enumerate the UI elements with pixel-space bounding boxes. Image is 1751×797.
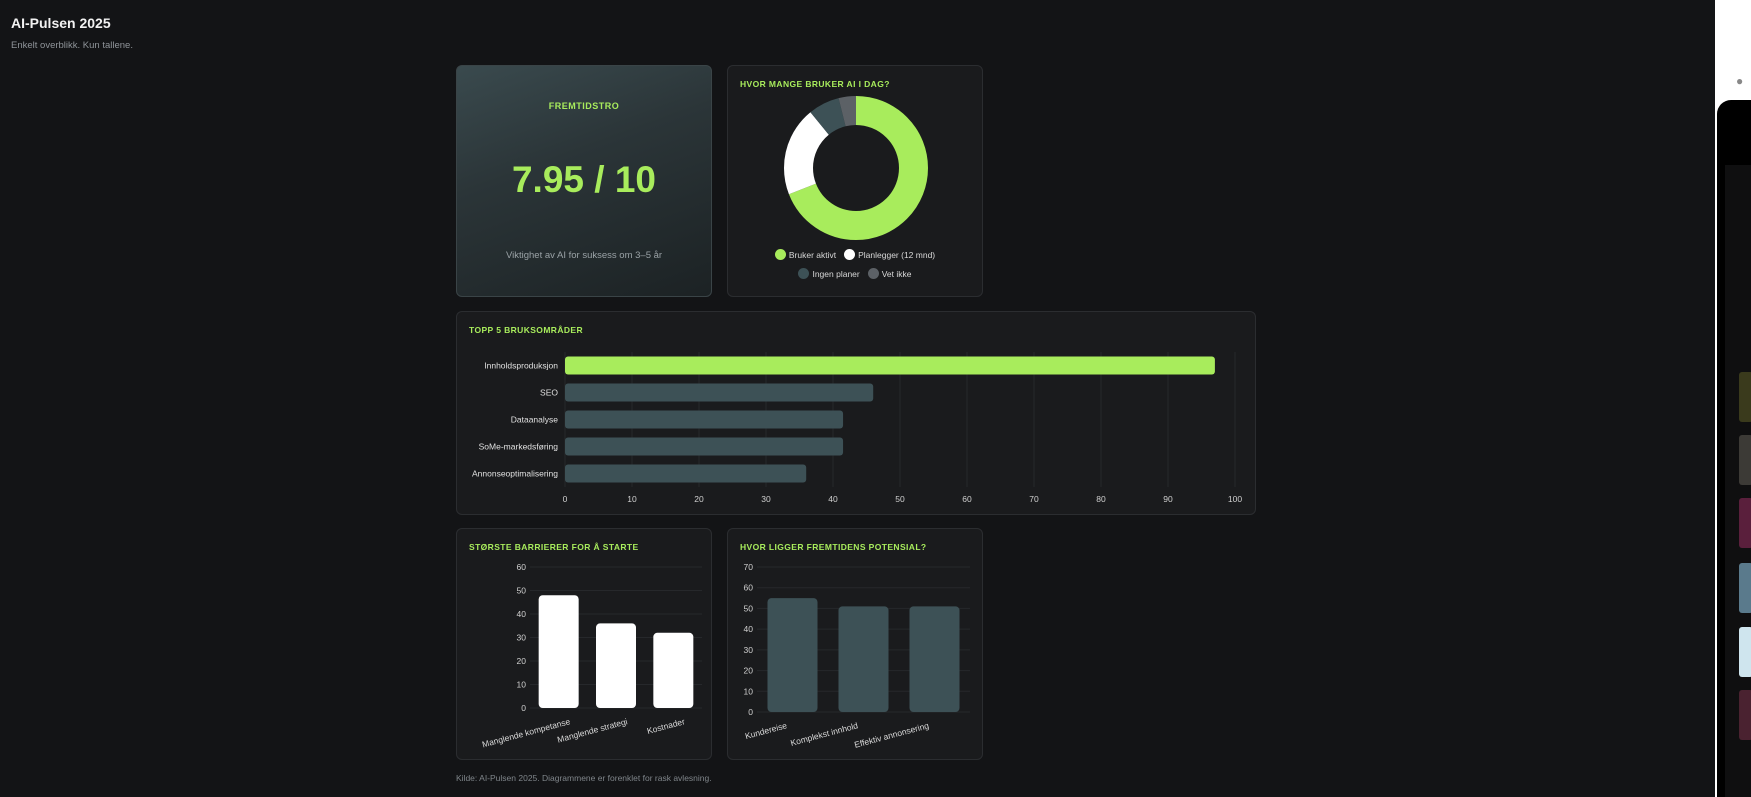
y-tick-label: 40 [744, 624, 754, 634]
y-tick-label: 10 [744, 686, 754, 696]
page-subtitle: Enkelt overblikk. Kun tallene. [11, 40, 133, 51]
y-tick-label: 10 [517, 680, 527, 690]
barriers-title: STØRSTE BARRIERER FOR Å STARTE [469, 542, 639, 552]
x-category-label: Komplekst innhold [789, 720, 859, 748]
bar-dataanalyse [565, 410, 844, 429]
page-title: AI-Pulsen 2025 [11, 15, 111, 31]
thumbnail-icon[interactable] [1739, 372, 1751, 422]
thumbnail-icon[interactable] [1739, 627, 1751, 677]
x-tick-label: 70 [1029, 494, 1039, 504]
y-tick-label: 60 [744, 583, 754, 593]
y-category-label: SEO [540, 388, 558, 398]
donut-legend-row-1: Bruker aktivt Planlegger (12 mnd) [728, 249, 982, 260]
thumbnail-icon[interactable] [1739, 690, 1751, 740]
legend-swatch-icon [867, 268, 879, 279]
score-value: 7.95 / 10 [511, 159, 656, 200]
score-description: Viktighet av AI for suksess om 3–5 år [505, 250, 663, 261]
apple-icon: ● [1736, 74, 1744, 88]
y-tick-label: 0 [521, 703, 526, 713]
legend-label: Ingen planer [812, 268, 860, 279]
legend-swatch-icon [798, 268, 810, 279]
legend-swatch-icon [774, 249, 786, 260]
bar-kostnader [653, 632, 694, 708]
x-tick-label: 60 [962, 494, 972, 504]
x-tick-label: 20 [694, 494, 704, 504]
thumbnail-icon[interactable] [1739, 498, 1751, 548]
barriers-card: STØRSTE BARRIERER FOR Å STARTE 0 10 20 30 40… [456, 528, 712, 760]
y-tick-label: 50 [744, 603, 754, 613]
x-tick-label: 40 [828, 494, 838, 504]
y-category-label: Dataanalyse [511, 415, 559, 425]
x-tick-label: 80 [1096, 494, 1106, 504]
legend-label: Bruker aktivt [788, 249, 837, 260]
y-tick-label: 60 [517, 562, 527, 572]
x-category-label: Effektiv annonsering [853, 720, 930, 750]
y-category-label: SoMe-markedsføring [479, 442, 559, 452]
y-category-label: Annonseoptimalisering [472, 469, 558, 479]
score-card: FREMTIDSTRO 7.95 / 10 Viktighet av AI fo… [456, 65, 712, 297]
potential-title: HVOR LIGGER FREMTIDENS POTENSIAL? [740, 542, 927, 552]
legend-item-bruker-aktivt[interactable]: Bruker aktivt [774, 249, 837, 260]
y-tick-label: 20 [517, 656, 527, 666]
donut-legend-row-2: Ingen planer Vet ikke [728, 268, 982, 279]
x-category-label: Kundereise [744, 720, 788, 741]
score-label: FREMTIDSTRO [548, 101, 620, 111]
bar-annonseoptimalisering [565, 464, 807, 483]
potential-chart: 0 10 20 30 40 50 60 70 Kundereise Komplekst innho… [744, 562, 970, 750]
y-tick-label: 0 [748, 707, 753, 717]
bar-effektiv-annonsering [909, 606, 960, 712]
x-tick-label: 50 [895, 494, 905, 504]
bar-manglende-strategi [596, 623, 636, 708]
bar-komplekst-innhold [838, 606, 889, 712]
legend-item-vet-ikke[interactable]: Vet ikke [867, 268, 912, 279]
y-tick-label: 30 [744, 645, 754, 655]
x-tick-label: 90 [1163, 494, 1173, 504]
potential-card: HVOR LIGGER FREMTIDENS POTENSIAL? 0 10 20 3… [727, 528, 983, 760]
donut-slice-planlegger-12-mnd [784, 96, 928, 240]
top-uses-chart: 0 10 20 30 40 50 60 70 80 90 100 Innholdsproduksjon… [472, 352, 1242, 504]
ai-usage-title: HVOR MANGE BRUKER AI I DAG? [740, 79, 890, 89]
bar-innholdsproduksjon [565, 356, 1215, 375]
bar-kundereise [767, 598, 818, 712]
bar-manglende-kompetanse [538, 595, 579, 708]
x-tick-label: 0 [563, 494, 568, 504]
legend-item-planlegger[interactable]: Planlegger (12 mnd) [844, 249, 935, 260]
bar-some-markedsf-ring [565, 437, 844, 456]
y-tick-label: 70 [744, 562, 754, 572]
x-category-label: Kostnader [646, 716, 686, 736]
legend-label: Vet ikke [881, 268, 912, 279]
x-tick-label: 30 [761, 494, 771, 504]
y-category-label: Innholdsproduksjon [484, 361, 558, 371]
legend-item-ingen-planer[interactable]: Ingen planer [798, 268, 860, 279]
source-footnote: Kilde: AI-Pulsen 2025. Diagrammene er fo… [456, 773, 712, 783]
top-uses-card: TOPP 5 BRUKSOMRÅDER 0 10 20 30 40 50 60 70 80 90 1… [456, 311, 1256, 515]
legend-swatch-icon [844, 249, 856, 260]
thumbnail-icon[interactable] [1739, 435, 1751, 485]
thumbnail-icon[interactable] [1739, 563, 1751, 613]
ai-usage-card: HVOR MANGE BRUKER AI I DAG? Bruker aktiv… [727, 65, 983, 297]
y-tick-label: 40 [517, 609, 527, 619]
y-tick-label: 50 [517, 586, 527, 596]
ai-usage-donut [784, 96, 928, 240]
top-uses-title: TOPP 5 BRUKSOMRÅDER [469, 325, 584, 335]
y-tick-label: 30 [517, 633, 527, 643]
bar-seo [565, 383, 874, 402]
donut-slice-vet-ikke [784, 96, 928, 240]
legend-label: Planlegger (12 mnd) [858, 249, 936, 260]
x-tick-label: 10 [627, 494, 637, 504]
y-tick-label: 20 [744, 666, 754, 676]
x-tick-label: 100 [1228, 494, 1242, 504]
